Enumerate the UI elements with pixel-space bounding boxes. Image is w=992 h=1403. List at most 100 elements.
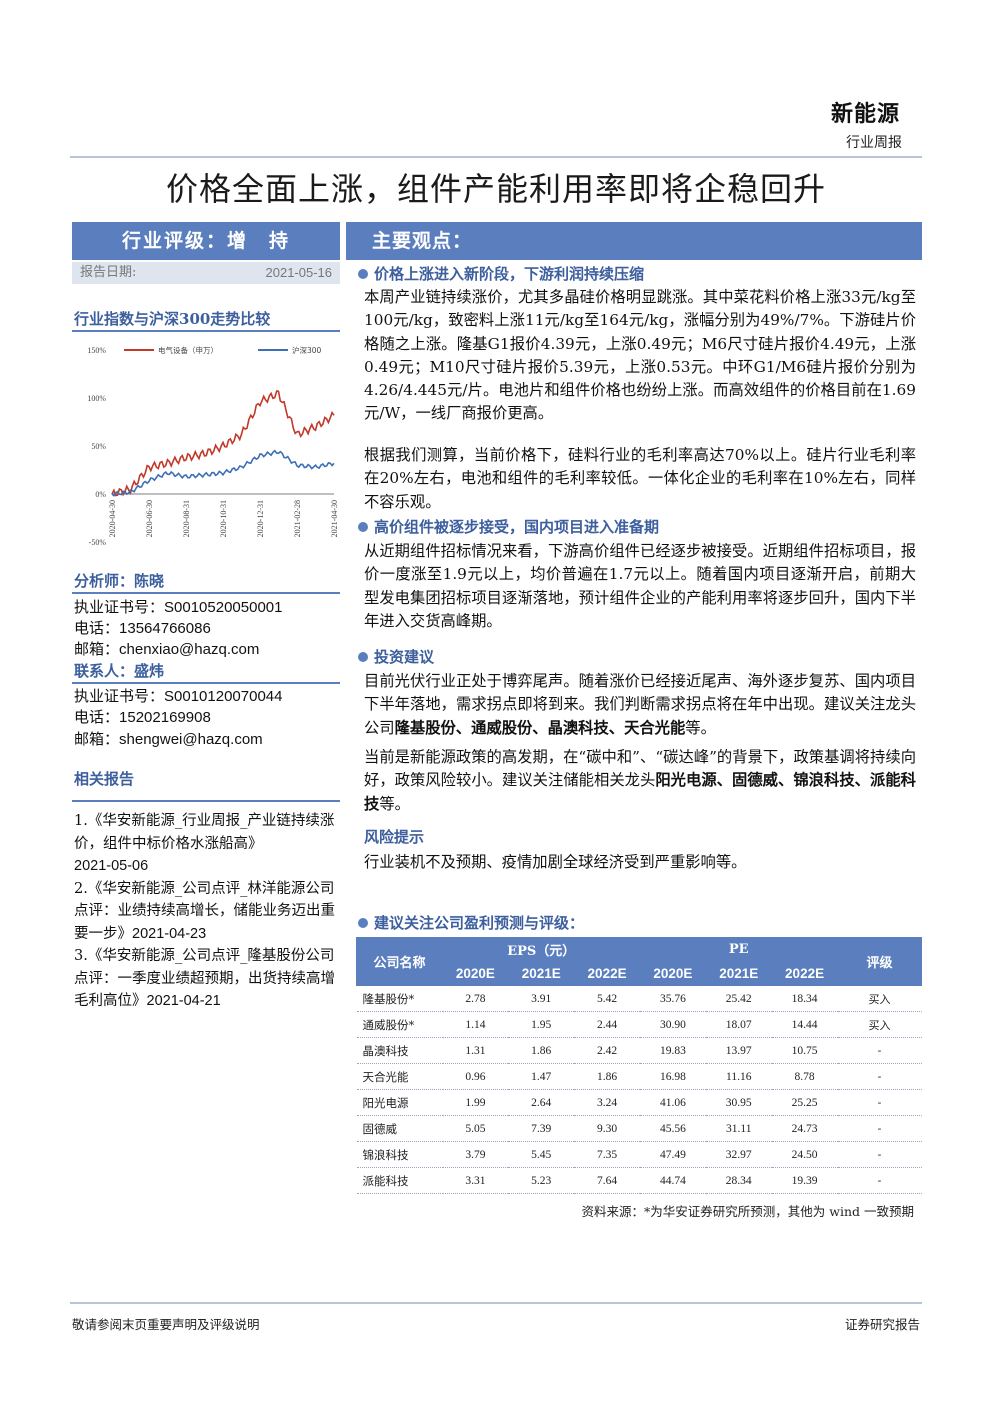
rating-cell: -	[837, 1089, 922, 1116]
table-row: 晶澳科技 1.31 1.86 2.42 19.83 13.97 10.75-	[356, 1037, 922, 1064]
table-row: 派能科技 3.31 5.23 7.64 44.74 28.34 19.39-	[356, 1167, 922, 1194]
para-text: 目前光伏行业正处于博弈尾声。随着涨价已经接近尾声、海外逐步复苏、国内项目下半年落…	[364, 672, 916, 737]
x-tick-label: 2020-06-30	[145, 500, 154, 537]
col-year: 2021E	[507, 961, 575, 986]
legend-label: 沪深300	[292, 345, 322, 355]
table-header-row: 2020E 2021E 2022E 2020E 2021E 2022E	[357, 961, 922, 986]
y-tick-label: 50%	[91, 442, 106, 451]
related-report-item[interactable]: 1.《华安新能源_行业周报_产业链持续涨价，组件中标价格水涨船高》 2021-05…	[74, 810, 340, 878]
pe-2020: 19.83	[639, 1037, 706, 1064]
table-source-note: 资料来源：*为华安证券研究所预测，其他为 wind 一致预期	[581, 1204, 914, 1219]
pe-2022: 25.25	[771, 1089, 838, 1116]
pe-2022: 14.44	[771, 1011, 838, 1038]
forecast-table: 公司名称 EPS（元） PE 评级 2020E 2021E 2022E 2020…	[356, 937, 922, 1194]
x-tick-label: 2020-04-30	[108, 500, 117, 537]
cert-label: 执业证书号：	[74, 598, 165, 616]
table-row: 天合光能 0.96 1.47 1.86 16.98 11.16 8.78-	[356, 1063, 922, 1090]
eps-2020: 1.14	[442, 1011, 509, 1038]
contact-email: 邮箱：shengwei@hazq.com	[74, 728, 263, 749]
series-line	[111, 449, 335, 497]
pe-2021: 28.34	[705, 1167, 772, 1194]
col-year: 2022E	[573, 961, 641, 986]
report-date-value: 2021-05-16	[265, 265, 333, 280]
pe-2022: 19.39	[771, 1167, 838, 1194]
email-value[interactable]: chenxiao@hazq.com	[119, 641, 260, 658]
report-date-bar: 报告日期: 2021-05-16	[72, 262, 340, 284]
x-tick-label: 2020-10-31	[219, 500, 228, 537]
section-modules-paragraph: 从近期组件招标情况来看，下游高价组件已经逐步被接受。近期组件招标项目，报价一度涨…	[364, 542, 916, 630]
phone-label: 电话：	[74, 619, 120, 637]
contact-heading: 联系人：盛炜	[74, 662, 165, 680]
series-line	[111, 390, 335, 497]
para-text: 等。	[379, 794, 410, 813]
pe-2020: 47.49	[639, 1141, 706, 1168]
section-investment-paragraph-1: 目前光伏行业正处于博弈尾声。随着涨价已经接近尾声、海外逐步复苏、国内项目下半年落…	[364, 670, 916, 740]
pe-2020: 35.76	[639, 985, 706, 1012]
x-tick-label: 2021-02-28	[293, 500, 302, 537]
pe-2020: 44.74	[639, 1167, 706, 1194]
pe-2021: 18.07	[705, 1011, 772, 1038]
related-report-item[interactable]: 3.《华安新能源_公司点评_隆基股份公司点评：一季度业绩超预期，出货持续高增毛利…	[74, 945, 340, 1013]
analyst-heading: 分析师：陈晓	[74, 572, 165, 590]
pe-2021: 25.42	[705, 985, 772, 1012]
related-report-date: 2021-04-21	[146, 993, 221, 1009]
section-investment-paragraph-2: 当前是新能源政策的高发期，在“碳中和”、“碳达峰”的背景下，政策基调将持续向好，…	[364, 746, 916, 816]
pe-2021: 30.95	[705, 1089, 772, 1116]
pe-2022: 18.34	[771, 985, 838, 1012]
pe-2022: 24.73	[771, 1115, 838, 1142]
report-type: 行业周报	[846, 135, 902, 151]
pe-2021: 32.97	[705, 1141, 772, 1168]
eps-2021: 5.45	[508, 1141, 575, 1168]
email-label: 邮箱：	[74, 730, 120, 748]
pe-2020: 45.56	[639, 1115, 706, 1142]
eps-2021: 5.23	[508, 1167, 575, 1194]
eps-2021: 7.39	[508, 1115, 575, 1142]
related-report-title: 2.《华安新能源_公司点评_林洋能源公司点评：业绩持续高增长，储能业务迈出重要一…	[74, 880, 335, 942]
header-divider	[70, 156, 922, 158]
table-header-row: 公司名称 EPS（元） PE 评级	[356, 937, 922, 986]
section-heading-modules: 高价组件被逐步接受，国内项目进入准备期	[358, 516, 659, 537]
eps-2020: 1.31	[442, 1037, 509, 1064]
contact-phone: 电话：15202169908	[74, 706, 211, 727]
table-row: 阳光电源 1.99 2.64 3.24 41.06 30.95 25.25-	[356, 1089, 922, 1116]
analyst-phone: 电话：13564766086	[74, 617, 211, 638]
analyst-email: 邮箱：chenxiao@hazq.com	[74, 638, 259, 659]
eps-2022: 5.42	[574, 985, 640, 1012]
company-name: 派能科技	[356, 1167, 443, 1194]
phone-label: 电话：	[74, 708, 120, 726]
recommended-companies: 阳光电源、固德威、锦浪科技、派能科技	[364, 771, 916, 813]
eps-2020: 3.79	[442, 1141, 509, 1168]
footer-disclaimer: 敬请参阅末页重要声明及评级说明	[72, 1317, 260, 1332]
rating-cell: -	[837, 1167, 922, 1194]
report-date-label: 报告日期:	[80, 265, 137, 280]
risk-text: 行业装机不及预期、疫情加剧全球经济受到严重影响等。	[364, 853, 747, 871]
analyst-rule	[72, 592, 340, 594]
bullet-icon	[358, 269, 368, 279]
section-heading-text: 投资建议	[374, 648, 435, 666]
eps-2021: 3.91	[508, 985, 575, 1012]
chart-heading-rule	[72, 330, 340, 332]
col-year: 2021E	[705, 961, 773, 986]
related-rule	[72, 800, 340, 802]
email-value[interactable]: shengwei@hazq.com	[119, 731, 263, 748]
pe-2020: 41.06	[639, 1089, 706, 1116]
company-name: 天合光能	[356, 1063, 443, 1090]
rating-cell: -	[837, 1063, 922, 1090]
eps-2022: 2.42	[574, 1037, 640, 1064]
eps-2021: 1.95	[508, 1011, 575, 1038]
pe-2022: 8.78	[771, 1063, 838, 1090]
x-tick-label: 2021-04-30	[330, 500, 339, 537]
related-report-item[interactable]: 2.《华安新能源_公司点评_林洋能源公司点评：业绩持续高增长，储能业务迈出重要一…	[74, 878, 340, 946]
col-year: 2020E	[639, 961, 707, 986]
pe-2020: 30.90	[639, 1011, 706, 1038]
eps-2020: 0.96	[442, 1063, 509, 1090]
para-text: 等。	[685, 718, 716, 737]
eps-2022: 7.64	[574, 1167, 640, 1194]
footer-label: 证券研究报告	[844, 1317, 920, 1332]
pe-2021: 13.97	[705, 1037, 772, 1064]
table-row: 隆基股份* 2.78 3.91 5.42 35.76 25.42 18.34 买入	[356, 985, 922, 1012]
eps-2021: 1.86	[508, 1037, 575, 1064]
y-tick-label: -50%	[89, 538, 107, 547]
company-name: 固德威	[356, 1115, 443, 1142]
contact-cert: 执业证书号：S0010120070044	[74, 685, 282, 706]
